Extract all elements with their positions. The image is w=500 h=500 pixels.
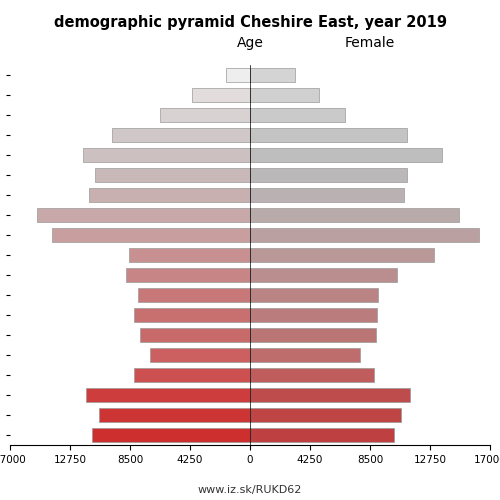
Bar [250,68,295,82]
Bar [94,168,250,182]
Bar [226,68,250,82]
Bar [112,128,250,142]
Bar [250,328,376,342]
Bar [250,308,377,322]
Bar [250,368,374,382]
Text: demographic pyramid Cheshire East, year 2019: demographic pyramid Cheshire East, year … [54,15,446,30]
Bar [89,188,250,202]
Bar [160,108,250,122]
Text: Age: Age [236,36,264,50]
Bar [250,208,459,222]
Bar [250,348,360,362]
Bar [134,368,250,382]
Bar [52,228,250,242]
Bar [250,128,406,142]
Bar [37,208,250,222]
Bar [250,228,478,242]
Bar [140,328,250,342]
Bar [250,248,434,262]
Bar [99,408,250,422]
Bar [126,268,250,282]
Bar [92,428,250,442]
Bar [192,88,250,102]
Bar [86,388,250,402]
Bar [150,348,250,362]
Bar [134,308,250,322]
Bar [84,148,250,162]
Text: www.iz.sk/RUKD62: www.iz.sk/RUKD62 [198,485,302,495]
Text: Female: Female [345,36,395,50]
Bar [250,268,397,282]
Bar [250,168,406,182]
Bar [138,288,250,302]
Bar [250,108,344,122]
Bar [250,188,404,202]
Bar [250,148,442,162]
Bar [250,388,410,402]
Bar [250,288,378,302]
Bar [250,428,394,442]
Bar [250,88,319,102]
Bar [250,408,401,422]
Bar [128,248,250,262]
